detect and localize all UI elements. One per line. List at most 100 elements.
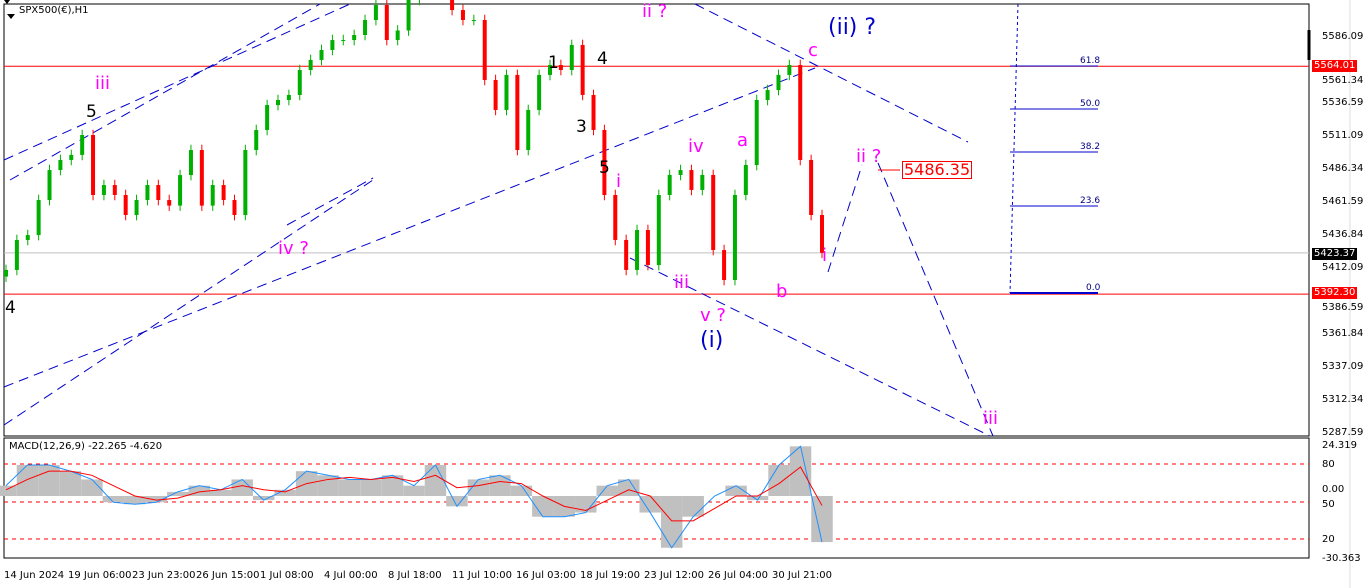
support-price-tag: 5392.30 — [1312, 287, 1358, 299]
time-axis-tick: 8 Jul 18:00 — [388, 570, 442, 581]
wave-label: iii — [983, 408, 999, 429]
macd-histogram-bar — [639, 496, 661, 513]
macd-histogram-bar — [16, 464, 39, 496]
price-axis-tick: 5536.59 — [1322, 97, 1364, 108]
candle — [395, 30, 400, 41]
wave-label: 4 — [597, 49, 608, 69]
macd-axis-tick: 80 — [1322, 459, 1335, 470]
macd-histogram-bar — [811, 496, 833, 543]
price-axis-tick: 5586.09 — [1322, 31, 1364, 42]
macd-signal-line — [5, 466, 823, 522]
macd-histogram-bar — [210, 489, 232, 496]
trendline — [694, 3, 969, 143]
wave-label: 3 — [576, 117, 587, 137]
time-axis-tick: 30 Jul 21:00 — [772, 570, 832, 581]
candle — [548, 64, 552, 75]
candle — [276, 100, 280, 106]
trendline — [3, 179, 374, 426]
macd-histogram-bar — [596, 485, 618, 496]
candle — [286, 94, 291, 101]
candle — [722, 250, 727, 281]
wave-label: iv — [688, 136, 704, 157]
macd-histogram-bar — [424, 464, 447, 496]
candle — [787, 64, 792, 75]
macd-histogram-bar — [660, 496, 683, 548]
macd-histogram-bar — [0, 485, 17, 496]
macd-histogram-bar — [252, 496, 275, 501]
macd-histogram-bar — [446, 496, 468, 507]
time-axis-tick: 26 Jun 15:00 — [196, 570, 260, 581]
wave-label: v ? — [700, 305, 726, 326]
wave-label: a — [737, 130, 749, 151]
macd-histogram-bar — [338, 479, 361, 496]
candle — [406, 0, 411, 31]
wave-label: b — [776, 281, 788, 302]
candle — [471, 20, 476, 22]
macd-histogram-bar — [510, 485, 533, 496]
candle — [221, 185, 226, 201]
candle — [47, 170, 52, 201]
dropdown-icon[interactable] — [7, 7, 15, 23]
indicator-label: MACD(12,26,9) -22.265 -4.620 — [9, 441, 163, 452]
candle — [493, 79, 498, 110]
wave-label: i — [616, 171, 622, 192]
macd-histogram-bar — [768, 464, 790, 496]
candle — [482, 20, 487, 80]
candle — [667, 174, 672, 195]
candle — [341, 40, 346, 42]
candle — [134, 200, 139, 216]
price-axis-tick: 5361.84 — [1322, 328, 1364, 339]
candle — [569, 44, 574, 71]
price-axis-tick: 5386.59 — [1322, 302, 1364, 313]
time-axis-tick: 23 Jun 23:00 — [132, 570, 196, 581]
macd-histogram-bar — [381, 475, 404, 496]
candle — [69, 154, 74, 160]
candle — [319, 49, 324, 60]
macd-histogram-bar — [102, 496, 125, 503]
oscillator-line — [5, 445, 823, 549]
candle — [36, 200, 41, 236]
price-axis-tick: 5511.09 — [1322, 130, 1364, 141]
candle — [167, 200, 172, 206]
candle — [580, 44, 585, 95]
candle — [809, 159, 814, 216]
macd-axis-tick: 0.00 — [1322, 484, 1345, 495]
projection-line — [877, 162, 994, 437]
wave-label: iii — [674, 272, 690, 293]
candle — [308, 59, 313, 71]
candle — [700, 174, 705, 190]
macd-histogram-bar — [231, 479, 253, 496]
resistance-price-tag: 5564.01 — [1312, 60, 1358, 72]
candle — [732, 194, 737, 281]
macd-histogram-bar — [81, 479, 103, 496]
wave-label: 1 — [548, 53, 559, 73]
price-axis-tick: 5436.84 — [1322, 229, 1364, 240]
wave-label: c — [808, 40, 818, 61]
macd-histogram-bar — [467, 479, 490, 496]
macd-histogram-bar — [360, 479, 382, 496]
candle — [123, 194, 128, 216]
time-axis-tick: 4 Jul 00:00 — [324, 570, 378, 581]
candle — [210, 185, 215, 206]
trendline — [9, 3, 321, 181]
candle — [504, 74, 509, 110]
macd-histogram-bar — [532, 496, 554, 517]
candle — [558, 64, 563, 71]
candle — [363, 20, 368, 35]
candle — [58, 159, 63, 171]
price-axis-tick: 5461.59 — [1322, 196, 1364, 207]
candle — [145, 185, 150, 201]
candle — [112, 185, 117, 195]
trendline — [629, 257, 991, 437]
candle — [602, 129, 607, 195]
candle — [460, 10, 465, 21]
macd-histogram-bar — [746, 496, 769, 501]
price-axis-tick: 5337.09 — [1322, 361, 1364, 372]
wave-label: 4 — [5, 298, 16, 318]
wave-label: 5 — [599, 158, 610, 178]
time-axis-tick: 26 Jul 04:00 — [708, 570, 768, 581]
price-axis-tick: 5412.09 — [1322, 262, 1364, 273]
candle — [798, 64, 803, 160]
time-axis-tick: 14 Jun 2024 — [4, 570, 65, 581]
